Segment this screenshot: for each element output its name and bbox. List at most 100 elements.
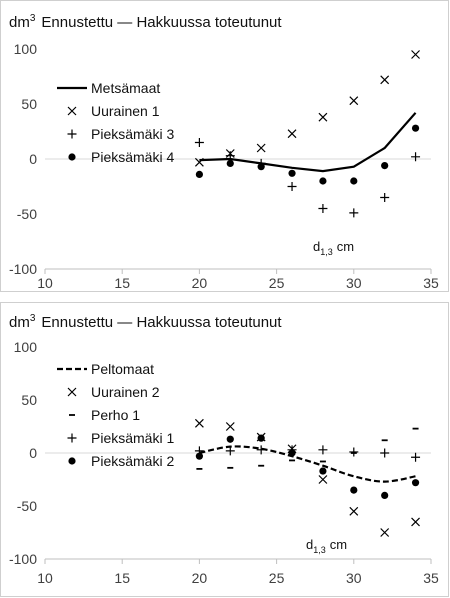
legend-marker — [67, 106, 77, 116]
annotation-unit: cm — [330, 537, 347, 552]
y-tick-label: 50 — [21, 96, 37, 112]
series-0 — [199, 112, 417, 173]
data-point — [225, 446, 235, 456]
data-point — [195, 452, 203, 460]
data-point — [411, 50, 420, 59]
data-point — [318, 475, 328, 484]
chart-panel-top: dm3 Ennustettu — Hakkuussa toteutunut 100 5… — [0, 0, 449, 292]
legend-marker — [67, 387, 77, 397]
x-tick-label: 10 — [37, 275, 53, 291]
legend-label: Pieksämäki 1 — [91, 430, 174, 446]
x-tick-label: 35 — [423, 570, 439, 586]
y-tick-label: -50 — [17, 206, 37, 222]
data-point — [319, 467, 327, 475]
data-point — [287, 182, 297, 191]
annotation-sub: 1,3 — [320, 247, 333, 257]
y-tick-label: 0 — [29, 151, 37, 167]
data-point — [319, 177, 327, 185]
data-point — [195, 170, 203, 178]
legend-entry: Metsämaat — [57, 80, 160, 96]
legend-marker — [67, 129, 77, 139]
data-point — [411, 452, 421, 462]
data-point — [257, 163, 265, 171]
y-tick-label: 100 — [14, 41, 38, 57]
x-tick-label: 15 — [114, 275, 130, 291]
x-tick-label: 20 — [192, 570, 208, 586]
legend-label: Uurainen 1 — [91, 103, 160, 119]
data-point — [411, 517, 420, 527]
x-tick-label: 35 — [423, 275, 439, 291]
series-3 — [195, 124, 420, 185]
legend-entry: Pieksämäki 3 — [67, 126, 174, 142]
data-point — [225, 151, 235, 161]
series-2 — [194, 138, 421, 218]
legend-label: Uurainen 2 — [91, 384, 160, 400]
data-point — [226, 159, 234, 167]
y-tick-label: 50 — [21, 392, 37, 408]
legend-entry: Pieksämäki 1 — [67, 430, 174, 446]
data-point — [380, 528, 390, 537]
x-tick-label: 10 — [37, 570, 53, 586]
x-tick-label: 20 — [192, 275, 208, 291]
series-line — [199, 445, 416, 483]
data-point — [380, 193, 390, 202]
data-point — [318, 112, 328, 122]
chart-title: dm3 Ennustettu — Hakkuussa toteutunut — [9, 313, 282, 331]
x-tick-label: 15 — [114, 570, 130, 586]
data-point — [349, 447, 359, 457]
x-annotation: d1,3 cm — [306, 537, 347, 555]
y-tick-label: -100 — [9, 551, 37, 567]
chart-title: dm3 Ennustettu — Hakkuussa toteutunut — [9, 13, 282, 31]
data-point — [225, 422, 235, 431]
title-text: Ennustettu — Hakkuussa toteutunut — [41, 314, 282, 331]
annotation-sub: 1,3 — [313, 545, 326, 555]
data-point — [318, 204, 328, 213]
data-point — [287, 129, 297, 139]
chart-panel-bottom: dm3 Ennustettu — Hakkuussa toteutunut 100 5… — [0, 302, 449, 597]
data-point — [318, 445, 328, 455]
data-point — [349, 208, 359, 218]
data-point — [194, 418, 204, 428]
data-point — [256, 143, 266, 153]
annotation-unit: cm — [337, 239, 354, 254]
data-point — [349, 96, 359, 106]
data-point — [349, 506, 359, 516]
legend-label: Perho 1 — [91, 407, 140, 423]
title-unit-exponent: 3 — [30, 313, 36, 324]
data-point — [257, 434, 265, 442]
data-point — [288, 449, 296, 457]
title-unit: dm — [9, 314, 30, 331]
series-1 — [194, 50, 420, 167]
legend-label: Pieksämäki 4 — [91, 149, 174, 165]
title-unit-exponent: 3 — [30, 13, 36, 24]
series-4 — [195, 434, 420, 499]
x-tick-label: 25 — [269, 275, 285, 291]
legend-entry: Uurainen 1 — [67, 103, 160, 119]
series-2 — [196, 427, 419, 470]
chart-top-svg: dm3 Ennustettu — Hakkuussa toteutunut1005… — [9, 13, 439, 291]
x-tick-label: 25 — [269, 570, 285, 586]
data-point — [381, 491, 389, 499]
legend-label: Peltomaat — [91, 361, 154, 377]
legend-marker — [68, 457, 76, 465]
legend-entry: Pieksämäki 4 — [68, 149, 174, 165]
data-point — [411, 124, 420, 132]
legend-entry: Peltomaat — [57, 361, 154, 377]
title-text: Ennustettu — Hakkuussa toteutunut — [41, 14, 282, 31]
x-annotation: d1,3 cm — [313, 239, 354, 257]
y-tick-label: 100 — [14, 339, 38, 355]
data-point — [350, 486, 358, 494]
y-tick-label: -100 — [9, 261, 37, 277]
data-point — [194, 138, 204, 147]
data-point — [381, 162, 389, 170]
legend-entry: Uurainen 2 — [67, 384, 160, 400]
legend-label: Pieksämäki 3 — [91, 126, 174, 142]
legend-marker — [68, 153, 76, 161]
data-point — [380, 448, 390, 458]
title-unit: dm — [9, 14, 30, 31]
x-tick-label: 30 — [346, 275, 362, 291]
x-tick-label: 30 — [346, 570, 362, 586]
legend-label: Pieksämäki 2 — [91, 453, 174, 469]
series-0 — [199, 445, 416, 483]
